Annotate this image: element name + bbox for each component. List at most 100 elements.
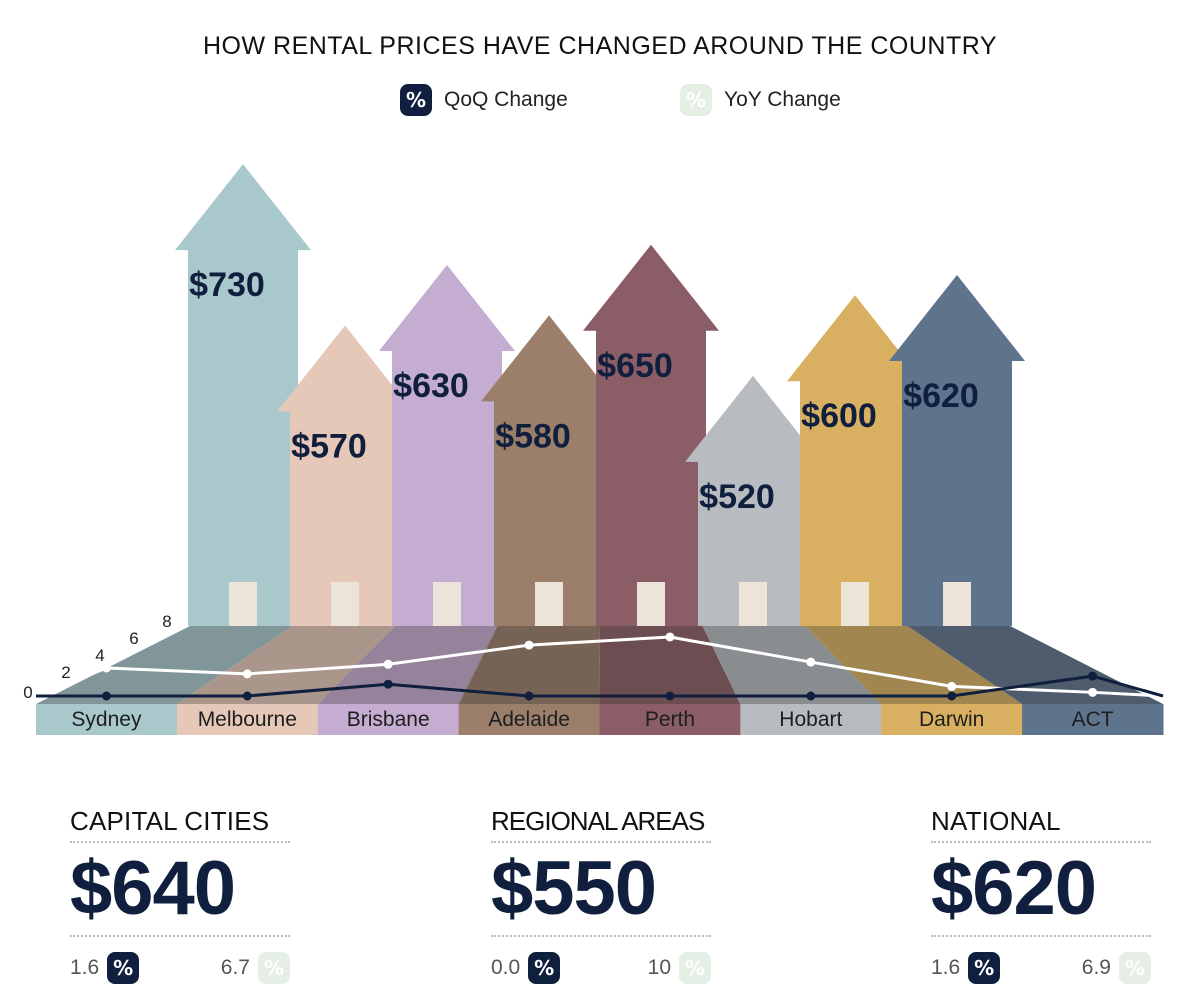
summary-yoy-value: 6.9 xyxy=(1081,956,1111,979)
category-label-brisbane: Brisbane xyxy=(347,708,430,731)
yoy-line-point-sydney xyxy=(101,663,111,673)
qoq-badge-icon: % xyxy=(528,952,561,984)
category-label-adelaide: Adelaide xyxy=(488,708,570,731)
floor xyxy=(36,626,1163,704)
summary-label: REGIONAL AREAS xyxy=(491,806,711,843)
category-strip: Sydney Melbourne Brisbane Adelaide Perth Hoba… xyxy=(36,704,1164,735)
floor-tile-act xyxy=(907,626,1163,704)
summary-value: $640 xyxy=(70,843,290,937)
y-axis: 0 2 4 6 8 xyxy=(23,612,171,702)
chart-title: HOW RENTAL PRICES HAVE CHANGED AROUND TH… xyxy=(202,32,998,60)
strip-brisbane xyxy=(317,704,460,735)
yoy-badge-icon: % xyxy=(680,84,712,116)
qoq-line-point-adelaide xyxy=(524,691,534,701)
door-hobart xyxy=(739,582,767,626)
strip-adelaide xyxy=(458,704,600,735)
yoy-line-point-brisbane xyxy=(383,659,393,669)
floor-tile-hobart xyxy=(702,626,882,704)
summary-qoq-value: 1.6 xyxy=(70,956,100,979)
summary-capital-cities: CAPITAL CITIES $640 1.6 % 6.7 % xyxy=(70,806,290,991)
qoq-line-point-sydney xyxy=(101,691,111,701)
arrows xyxy=(175,164,1025,627)
y-tick-label: 8 xyxy=(162,612,171,631)
door-sydney xyxy=(229,582,257,626)
yoy-badge-icon: % xyxy=(258,952,290,984)
yoy-line-path xyxy=(35,635,1164,698)
qoq-line-point-darwin xyxy=(947,691,957,701)
floor-tile-darwin xyxy=(805,626,1023,704)
door-act xyxy=(943,582,971,626)
qoq-line xyxy=(36,671,1164,701)
summary-qoq-value: 1.6 xyxy=(931,956,961,979)
bar-melbourne xyxy=(277,325,413,626)
summary-yoy-value: 10 xyxy=(647,956,671,979)
yoy-line-point-act xyxy=(1088,687,1098,697)
category-label-sydney: Sydney xyxy=(71,708,142,731)
strip-hobart xyxy=(740,704,882,735)
bar-sydney xyxy=(175,164,311,626)
bar-brisbane xyxy=(379,264,515,626)
qoq-line-point-hobart xyxy=(806,691,816,701)
floor-tile-sydney xyxy=(36,626,293,704)
qoq-line-point-brisbane xyxy=(383,679,393,689)
value-label-perth: $650 xyxy=(597,347,673,385)
value-label-hobart: $520 xyxy=(699,478,775,516)
legend-qoq: % QoQ Change xyxy=(400,84,568,116)
door-perth xyxy=(637,582,665,626)
yoy-line-point-adelaide xyxy=(524,640,534,650)
yoy-badge-icon: % xyxy=(679,952,711,984)
floor-tile-melbourne xyxy=(176,626,395,704)
bar-darwin xyxy=(787,295,923,626)
qoq-line-point-melbourne xyxy=(242,691,252,701)
legend-yoy: % YoY Change xyxy=(680,84,841,116)
value-label-adelaide: $580 xyxy=(495,417,571,455)
yoy-line-point-melbourne xyxy=(242,669,252,679)
qoq-line-path xyxy=(36,674,1164,698)
category-label-perth: Perth xyxy=(645,708,695,731)
summary-value: $620 xyxy=(931,843,1151,937)
door-darwin xyxy=(841,582,869,626)
legend-yoy-label: YoY Change xyxy=(724,88,841,111)
strip-darwin xyxy=(881,704,1023,735)
floor-tile-adelaide xyxy=(458,626,600,704)
qoq-line-point-perth xyxy=(665,691,675,701)
strip-melbourne xyxy=(176,704,319,735)
summary-national: NATIONAL $620 1.6 % 6.9 % xyxy=(931,806,1151,991)
value-label-darwin: $600 xyxy=(801,397,877,435)
yoy-badge-icon: % xyxy=(1119,952,1151,984)
qoq-badge-icon: % xyxy=(968,952,1001,984)
category-label-act: ACT xyxy=(1072,708,1114,731)
value-label-brisbane: $630 xyxy=(393,367,469,405)
door-adelaide xyxy=(535,582,563,626)
summary-label: NATIONAL xyxy=(931,806,1151,843)
qoq-badge-icon: % xyxy=(400,84,432,116)
rent-chart: $730 $570 $630 $580 $650 $520 $600 $620 Sydney Me… xyxy=(23,164,1164,735)
door-melbourne xyxy=(331,582,359,626)
legend-qoq-label: QoQ Change xyxy=(444,88,568,111)
value-label-sydney: $730 xyxy=(189,266,265,304)
value-label-act: $620 xyxy=(903,377,979,415)
y-tick-label: 6 xyxy=(129,629,138,648)
yoy-line xyxy=(35,632,1164,698)
summary-qoq-value: 0.0 xyxy=(491,956,521,979)
qoq-line-point-act xyxy=(1088,671,1098,681)
bar-hobart xyxy=(685,375,821,626)
y-tick-label: 0 xyxy=(23,683,32,702)
yoy-line-point-darwin xyxy=(947,681,957,691)
category-label-hobart: Hobart xyxy=(779,708,842,731)
strip-sydney xyxy=(36,704,178,735)
y-tick-label: 4 xyxy=(95,646,104,665)
category-label-melbourne: Melbourne xyxy=(198,708,297,731)
value-label-melbourne: $570 xyxy=(291,427,367,465)
summary-regional-areas: REGIONAL AREAS $550 0.0 % 10 % xyxy=(491,806,711,991)
strip-act xyxy=(1022,704,1164,735)
bar-perth xyxy=(583,244,719,627)
summary-label: CAPITAL CITIES xyxy=(70,806,290,843)
strip-perth xyxy=(599,704,741,735)
category-label-darwin: Darwin xyxy=(919,708,984,731)
bar-adelaide xyxy=(481,315,617,626)
door-brisbane xyxy=(433,582,461,626)
floor-tile-brisbane xyxy=(317,626,498,704)
yoy-line-point-hobart xyxy=(806,657,816,667)
yoy-line-point-perth xyxy=(665,632,675,642)
